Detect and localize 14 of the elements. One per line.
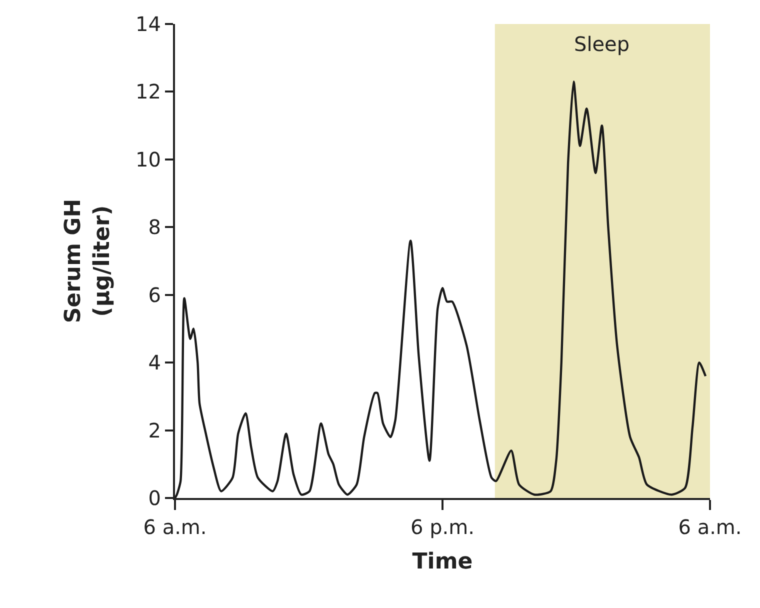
y-tick-label: 10 <box>136 147 161 172</box>
y-tick-label: 4 <box>148 350 161 375</box>
x-tick-label: 6 p.m. <box>410 515 474 539</box>
x-tick-label: 6 a.m. <box>143 515 207 539</box>
y-tick-label: 14 <box>136 12 161 36</box>
x-axis-title: Time <box>412 549 473 574</box>
y-tick-label: 12 <box>136 80 161 104</box>
y-axis-title: Serum GH (μg/liter) <box>61 198 115 324</box>
x-tick-label: 6 a.m. <box>678 515 742 539</box>
y-tick-label: 8 <box>148 215 161 240</box>
y-tick-label: 6 <box>148 282 161 307</box>
y-tick-label: 0 <box>148 486 161 510</box>
y-tick-label: 2 <box>148 418 161 442</box>
band-label: Sleep <box>574 32 630 56</box>
